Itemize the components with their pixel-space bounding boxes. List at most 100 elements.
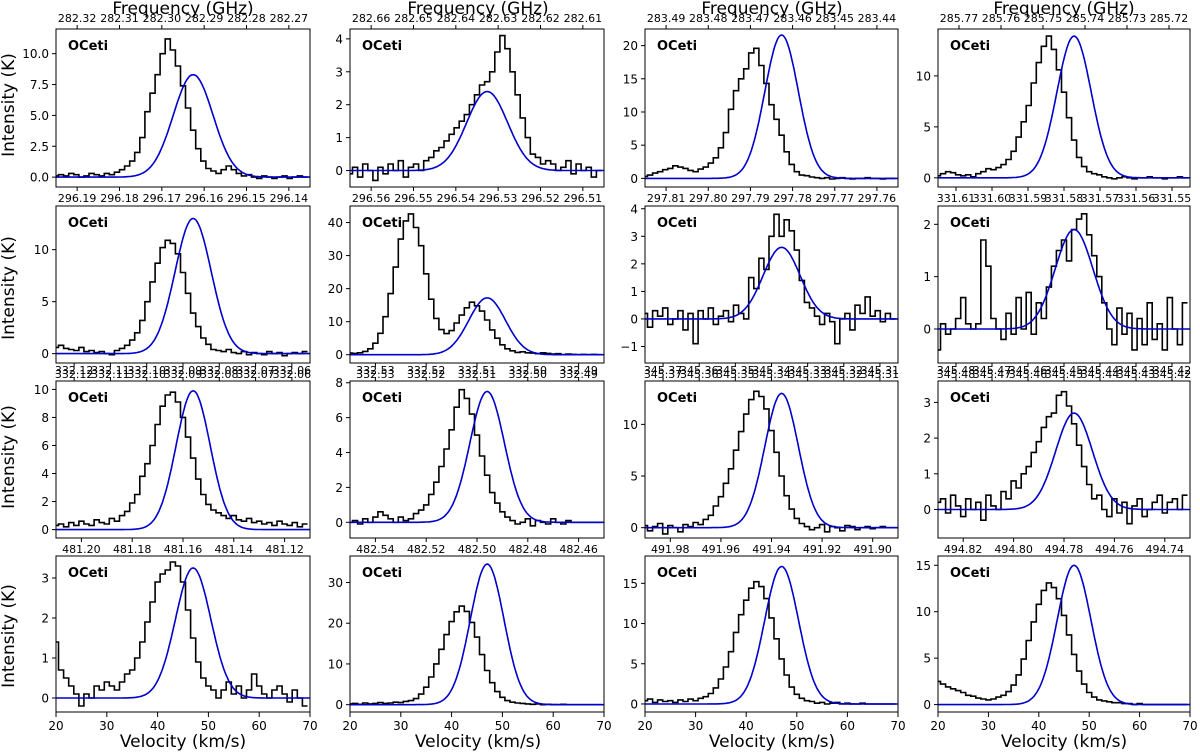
y-tick-label: 6 <box>41 439 49 453</box>
y-tick-label: 1 <box>335 131 343 145</box>
column-2-frequency-label: Frequency (GHz) <box>407 0 548 19</box>
velocity-tick-label: 30 <box>688 719 703 733</box>
panel-r2-c1: OCeti0510332.12332.11332.10332.09332.083… <box>34 205 311 381</box>
top-frequency-tick-label: 282.29 <box>185 12 224 25</box>
bottom-frequency-tick-label: 482.46 <box>559 543 598 556</box>
bottom-frequency-tick-label: 331.61 <box>937 192 976 205</box>
top-frequency-tick-label: 332.12 <box>55 364 94 377</box>
panel-label: OCeti <box>950 566 990 581</box>
velocity-tick-label: 60 <box>1132 719 1147 733</box>
y-tick-label: 8 <box>41 411 49 425</box>
y-tick-label: 3 <box>630 230 638 244</box>
top-frequency-tick-label: 345.33 <box>788 364 827 377</box>
y-tick-label: 20 <box>328 617 343 631</box>
y-tick-label: 10 <box>328 657 343 671</box>
bottom-frequency-tick-label: 345.35 <box>716 368 755 381</box>
top-frequency-tick-label: 285.72 <box>1150 12 1189 25</box>
y-tick-label: 0 <box>630 521 638 535</box>
y-tick-label: 5 <box>630 139 638 153</box>
column-1-velocity-label: Velocity (km/s) <box>120 732 246 752</box>
panel-label: OCeti <box>362 391 402 406</box>
column-2-velocity-label: Velocity (km/s) <box>415 732 541 752</box>
y-tick-label: 2 <box>923 432 931 446</box>
bottom-frequency-tick-label: 332.53 <box>356 368 395 381</box>
y-tick-label: 30 <box>328 576 343 590</box>
panel-r1-c4: OCeti 0 5 10 285.77 285.76 285.75 285.74 285.73 2… <box>916 12 1192 205</box>
y-tick-label: 2 <box>41 495 49 509</box>
y-tick-label: 15 <box>623 577 638 591</box>
bottom-frequency-tick-label: 296.51 <box>564 192 603 205</box>
bottom-frequency-tick-label: 332.51 <box>458 368 497 381</box>
observed-spectrum <box>645 213 896 345</box>
y-tick-label: 0 <box>335 698 343 712</box>
bottom-frequency-tick-label: 345.48 <box>937 368 976 381</box>
y-tick-label: 15 <box>623 72 638 86</box>
bottom-frequency-tick-label: 296.55 <box>394 192 433 205</box>
bottom-frequency-tick-label: 332.10 <box>127 368 166 381</box>
y-tick-label: 15 <box>916 559 931 573</box>
plot-frame <box>55 555 311 713</box>
observed-spectrum <box>56 239 308 357</box>
bottom-frequency-tick-label: 345.37 <box>644 368 683 381</box>
panel-r4-c4: OCeti 0 5 10 15 20 30 40 50 60 70 <box>916 555 1198 733</box>
y-tick-label: 5 <box>630 657 638 671</box>
y-tick-label: 10 <box>916 69 931 83</box>
velocity-tick-label: 30 <box>981 719 996 733</box>
y-tick-label: 1 <box>923 270 931 284</box>
velocity-tick-label: 70 <box>1182 719 1197 733</box>
model-fit-curve <box>56 567 310 699</box>
top-frequency-tick-label: 345.32 <box>825 364 864 377</box>
bottom-frequency-tick-label: 331.59 <box>1009 192 1048 205</box>
model-fit-curve <box>56 73 310 178</box>
y-tick-label: 10 <box>623 617 638 631</box>
y-tick-label: 40 <box>328 216 343 230</box>
y-tick-label: 5.0 <box>30 109 49 123</box>
y-tick-label: 0 <box>41 347 49 361</box>
y-tick-label: 10 <box>916 605 931 619</box>
model-fit-curve <box>645 246 898 320</box>
observed-spectrum <box>350 213 602 356</box>
y-tick-label: 0 <box>923 503 931 517</box>
bottom-frequency-tick-label: 494.78 <box>1045 543 1084 556</box>
top-frequency-tick-label: 282.31 <box>100 12 139 25</box>
y-tick-label: 30 <box>328 249 343 263</box>
panel-label: OCeti <box>68 391 108 406</box>
y-tick-label: 0 <box>335 164 343 178</box>
velocity-tick-label: 40 <box>1031 719 1046 733</box>
bottom-frequency-tick-label: 345.47 <box>973 368 1012 381</box>
row-4-intensity-label: Intensity (K) <box>0 584 19 688</box>
y-tick-label: 0 <box>923 171 931 185</box>
y-tick-label: 1 <box>630 285 638 299</box>
bottom-frequency-tick-label: 296.53 <box>479 192 518 205</box>
top-frequency-tick-label: 332.49 <box>559 364 598 377</box>
model-fit-curve <box>938 35 1190 179</box>
y-tick-label: 2 <box>923 218 931 232</box>
model-fit-curve <box>56 389 310 531</box>
observed-spectrum <box>56 391 308 528</box>
top-frequency-tick-label: 345.43 <box>1117 364 1156 377</box>
panel-label: OCeti <box>950 39 990 54</box>
bottom-frequency-tick-label: 482.50 <box>458 543 497 556</box>
bottom-frequency-tick-label: 332.08 <box>200 368 239 381</box>
model-fit-curve <box>938 412 1190 511</box>
y-tick-label: 0 <box>41 692 49 706</box>
bottom-frequency-tick-label: 494.82 <box>944 543 983 556</box>
y-tick-label: 0 <box>923 322 931 336</box>
bottom-frequency-tick-label: 297.78 <box>773 192 812 205</box>
top-frequency-tick-label: 332.10 <box>127 364 166 377</box>
y-tick-label: 6 <box>335 411 343 425</box>
y-tick-label: 10 <box>34 243 49 257</box>
velocity-tick-label: 20 <box>930 719 945 733</box>
model-fit-curve <box>938 564 1190 706</box>
bottom-frequency-tick-label: 332.12 <box>55 368 94 381</box>
bottom-frequency-tick-label: 345.45 <box>1045 368 1084 381</box>
panel-label: OCeti <box>68 566 108 581</box>
velocity-tick-label: 40 <box>444 719 459 733</box>
column-4-frequency-label: Frequency (GHz) <box>993 0 1134 19</box>
bottom-frequency-tick-label: 331.56 <box>1117 192 1156 205</box>
panel-label: OCeti <box>950 216 990 231</box>
velocity-tick-label: 70 <box>596 719 611 733</box>
